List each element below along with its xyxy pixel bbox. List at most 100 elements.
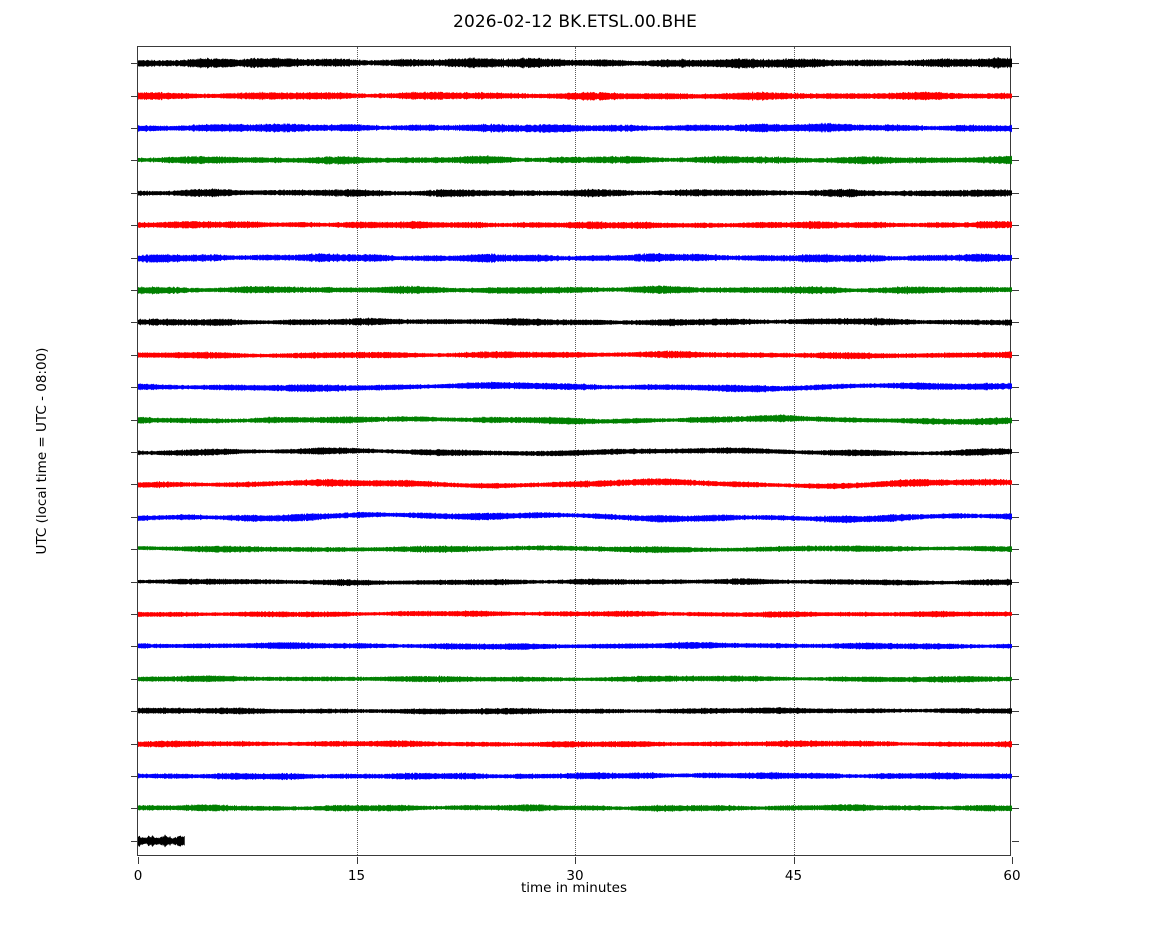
y-tick-right	[1012, 581, 1019, 583]
y-tick-right	[1012, 840, 1019, 842]
trace-path	[138, 285, 1012, 295]
trace-row	[138, 696, 1012, 726]
trace-row	[138, 405, 1012, 435]
y-tick-left	[131, 419, 138, 421]
y-tick-left	[131, 192, 138, 194]
y-tick-left	[131, 322, 138, 324]
y-tick-left	[131, 840, 138, 842]
y-tick-left	[131, 290, 138, 291]
y-tick-left	[131, 484, 138, 486]
trace-row	[138, 826, 1012, 856]
y-tick-left	[131, 743, 138, 745]
y-tick-left	[131, 776, 138, 777]
trace-row	[138, 210, 1012, 240]
y-tick-right	[1012, 322, 1019, 324]
trace-row	[138, 761, 1012, 791]
y-tick-left	[131, 581, 138, 583]
x-tick-label: 15	[347, 868, 366, 884]
trace-svg	[138, 642, 1012, 651]
y-tick-right	[1012, 419, 1019, 421]
y-tick-left	[131, 808, 138, 810]
trace-svg	[138, 252, 1012, 263]
y-tick-left	[131, 452, 138, 453]
trace-path	[138, 188, 1012, 198]
y-tick-left	[131, 63, 138, 65]
y-tick-left	[131, 387, 138, 389]
x-axis-title: time in minutes	[520, 880, 628, 896]
x-tick	[356, 857, 358, 864]
trace-path	[138, 771, 1012, 781]
trace-svg	[138, 610, 1012, 618]
y-tick-left	[131, 354, 138, 356]
y-tick-right	[1012, 743, 1019, 745]
trace-svg	[138, 285, 1012, 295]
y-tick-left	[131, 646, 138, 648]
trace-path	[138, 511, 1012, 524]
x-tick-label: 60	[1003, 868, 1021, 884]
x-tick	[793, 857, 795, 864]
y-tick-left	[131, 516, 138, 518]
y-tick-right	[1012, 160, 1019, 162]
trace-svg	[138, 413, 1012, 425]
y-tick-right	[1012, 63, 1019, 65]
y-tick-left	[131, 95, 138, 97]
trace-row	[138, 243, 1012, 273]
y-tick-right	[1012, 776, 1019, 777]
trace-row	[138, 599, 1012, 629]
trace-row	[138, 469, 1012, 499]
trace-path	[138, 381, 1012, 393]
y-tick-right	[1012, 614, 1019, 615]
y-tick-right	[1012, 549, 1019, 551]
trace-row	[138, 502, 1012, 532]
trace-row	[138, 178, 1012, 208]
trace-svg	[138, 674, 1012, 683]
trace-path	[138, 155, 1012, 166]
trace-path	[138, 834, 185, 848]
x-tick-label: 0	[133, 868, 143, 884]
trace-path	[138, 804, 1012, 813]
x-tick	[1012, 857, 1013, 864]
trace-svg	[138, 804, 1012, 813]
trace-row	[138, 729, 1012, 759]
trace-path	[138, 57, 1012, 70]
trace-path	[138, 447, 1012, 457]
x-tick	[138, 857, 139, 864]
trace-svg	[138, 771, 1012, 781]
y-tick-right	[1012, 646, 1019, 648]
y-tick-left	[131, 549, 138, 551]
y-axis-title: UTC (local time = UTC - 08:00)	[34, 347, 50, 555]
trace-path	[138, 642, 1012, 651]
y-tick-right	[1012, 711, 1019, 713]
y-tick-left	[131, 128, 138, 129]
y-tick-left	[131, 225, 138, 227]
trace-svg	[138, 478, 1012, 490]
trace-row	[138, 793, 1012, 823]
y-tick-right	[1012, 452, 1019, 453]
trace-svg	[138, 350, 1012, 360]
y-tick-left	[131, 711, 138, 713]
y-axis-title-container: UTC (local time = UTC - 08:00)	[0, 46, 60, 856]
y-tick-right	[1012, 257, 1019, 259]
y-tick-left	[131, 614, 138, 615]
trace-path	[138, 90, 1012, 101]
trace-row	[138, 631, 1012, 661]
trace-path	[138, 478, 1012, 490]
trace-svg	[138, 447, 1012, 457]
y-tick-right	[1012, 225, 1019, 227]
trace-svg	[138, 577, 1012, 586]
trace-path	[138, 350, 1012, 360]
page-title: 2026-02-12 BK.ETSL.00.BHE	[453, 12, 697, 32]
y-tick-right	[1012, 354, 1019, 356]
trace-row	[138, 145, 1012, 175]
trace-path	[138, 122, 1012, 133]
x-tick	[575, 857, 576, 864]
trace-row	[138, 437, 1012, 467]
trace-svg	[138, 122, 1012, 133]
trace-row	[138, 664, 1012, 694]
trace-path	[138, 610, 1012, 618]
y-tick-right	[1012, 808, 1019, 810]
y-tick-right	[1012, 387, 1019, 389]
trace-svg	[138, 155, 1012, 166]
plot-area: 08:00:0009:00:0010:00:0011:00:0012:00:00…	[131, 46, 1021, 884]
